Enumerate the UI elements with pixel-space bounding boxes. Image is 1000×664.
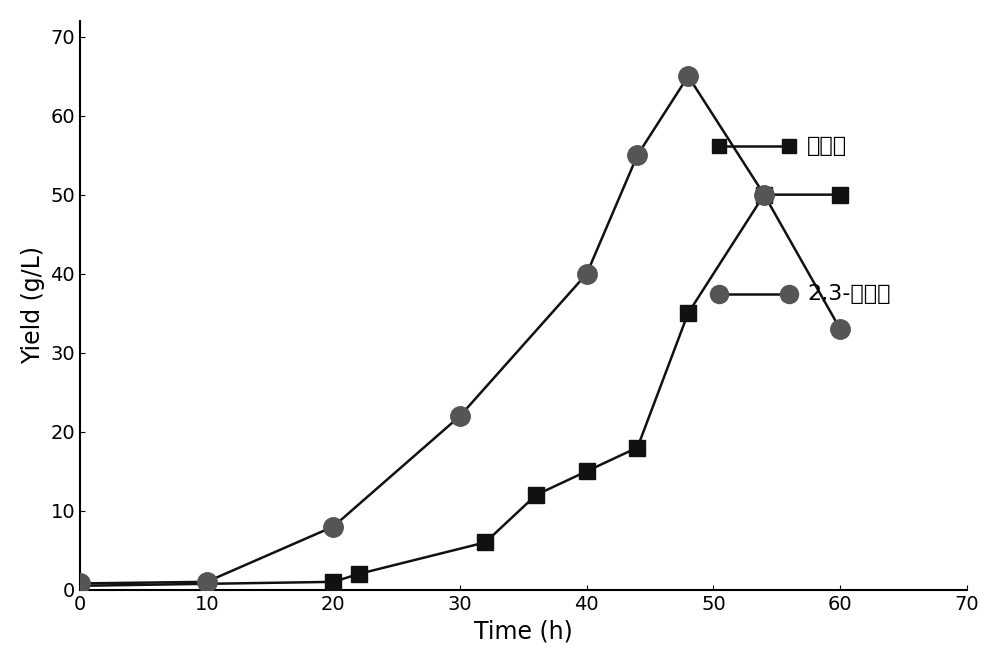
Text: 2,3-丁二醇: 2,3-丁二醇 (807, 284, 891, 304)
X-axis label: Time (h): Time (h) (474, 619, 573, 643)
Y-axis label: Yield (g/L): Yield (g/L) (21, 246, 45, 365)
Text: 乙偶姻: 乙偶姻 (807, 136, 847, 156)
